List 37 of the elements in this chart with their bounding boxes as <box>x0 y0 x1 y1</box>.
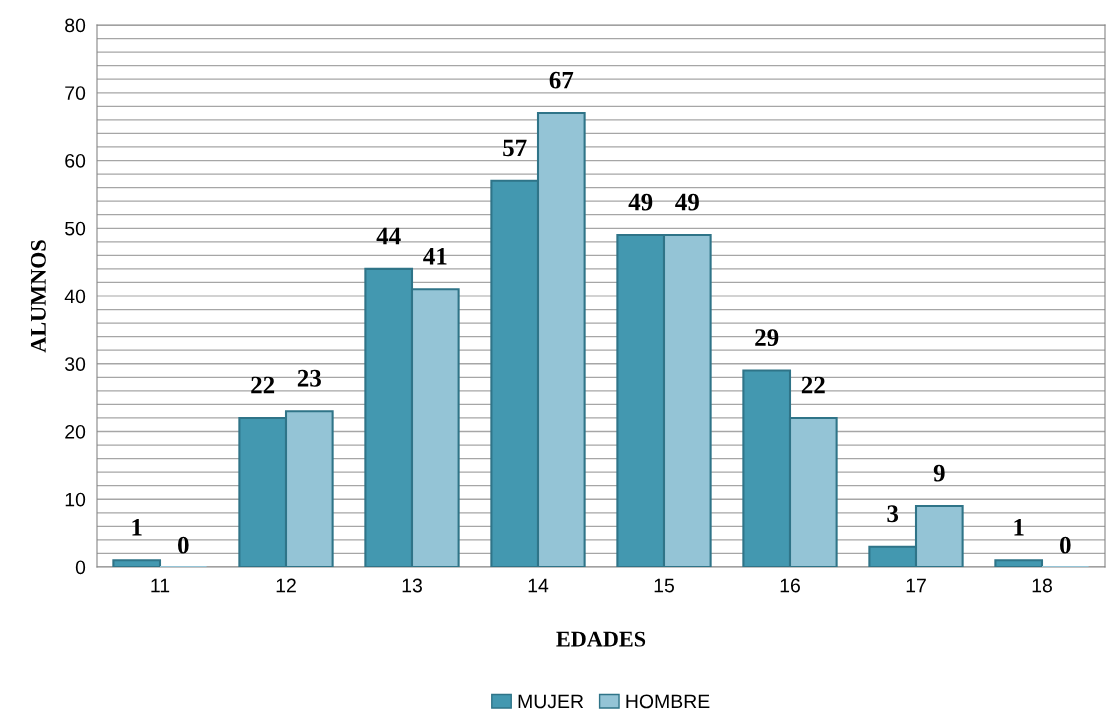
x-tick-label: 18 <box>1032 578 1052 593</box>
y-tick-label: 40 <box>64 289 86 304</box>
y-tick-label: 80 <box>65 18 86 33</box>
y-tick-label: 50 <box>65 221 86 236</box>
legend-label: MUJER <box>518 694 584 709</box>
y-tick-label: 60 <box>65 153 86 168</box>
data-label: 57 <box>503 139 527 157</box>
y-tick-label: 20 <box>65 424 86 439</box>
y-tick-label: 0 <box>75 560 86 575</box>
y-tick-label: 70 <box>65 86 86 100</box>
y-tick-label: 10 <box>65 492 86 507</box>
data-label: 29 <box>755 329 779 346</box>
data-label: 0 <box>1060 536 1071 554</box>
data-label: 49 <box>675 193 699 211</box>
data-label: 0 <box>178 536 189 554</box>
x-tick-label: 11 <box>151 578 170 593</box>
data-label: 3 <box>887 505 899 523</box>
y-tick-label: 30 <box>65 357 86 371</box>
x-tick-label: 16 <box>780 578 800 593</box>
data-label: 44 <box>376 227 401 245</box>
x-tick-label: 13 <box>402 578 422 593</box>
data-label: 41 <box>423 247 447 265</box>
x-axis-title: EDADES <box>556 631 646 647</box>
legend-label: HOMBRE <box>626 694 710 709</box>
data-label: 9 <box>933 464 945 482</box>
x-tick-label: 15 <box>654 578 674 593</box>
data-label: 23 <box>297 369 321 387</box>
x-tick-label: 17 <box>906 578 926 593</box>
data-label: 1 <box>132 518 142 536</box>
x-tick-label: 12 <box>276 578 296 593</box>
x-tick-label: 14 <box>528 578 549 593</box>
data-label: 22 <box>251 376 275 394</box>
data-label: 22 <box>801 376 825 394</box>
y-axis-title: ALUMNOS <box>30 240 46 353</box>
data-label: 67 <box>549 71 574 89</box>
data-label: 1 <box>1014 518 1024 536</box>
data-label: 49 <box>628 193 653 211</box>
